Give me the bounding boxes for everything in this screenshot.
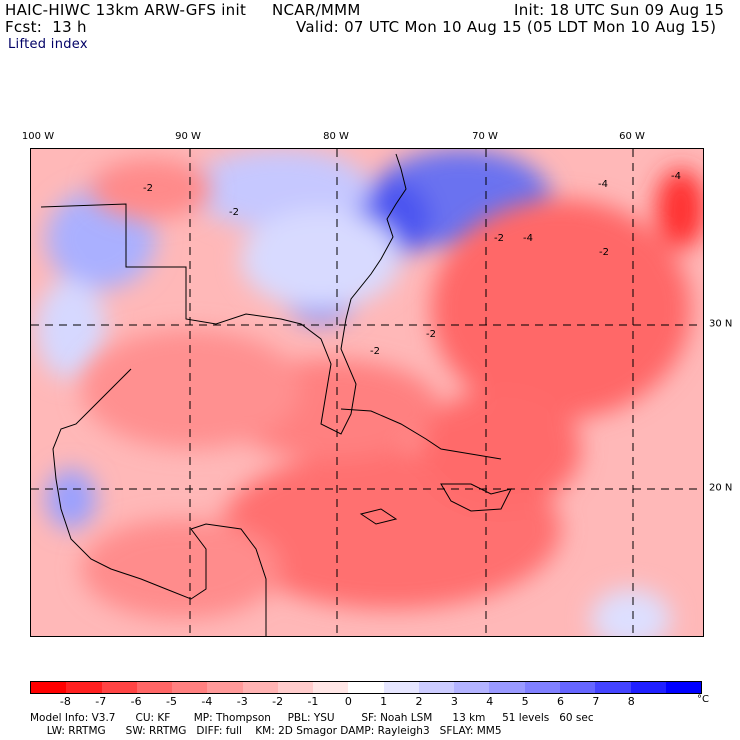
contour-label: -4 (598, 179, 608, 190)
valid-time: Valid: 07 UTC Mon 10 Aug 15 (05 LDT Mon … (296, 18, 717, 36)
contour-label: -4 (523, 233, 533, 244)
legend-swatch (524, 682, 560, 693)
lifted-index-map: -2 -2 -2 -4 -2 -4 -2 -2 -4 (30, 148, 704, 637)
lat-label-30n: 30 N (709, 318, 733, 330)
contour-label: -4 (671, 171, 681, 182)
unstable-red-regions (81, 159, 703, 619)
legend-swatch (172, 682, 208, 693)
legend-tick-label: -4 (201, 695, 213, 708)
legend-swatch (454, 682, 490, 693)
legend-swatch (489, 682, 525, 693)
forecast-hour: Fcst: 13 h (5, 18, 87, 36)
legend-swatch (101, 682, 137, 693)
legend-tick-label: -8 (59, 695, 71, 708)
hispaniola-outline (440, 483, 512, 512)
contour-labels: -2 -2 -2 -4 -2 -4 -2 -2 -4 (143, 171, 681, 357)
legend-tick-label: -2 (272, 695, 284, 708)
legend-swatch (383, 682, 419, 693)
gulf-mexico-coastline (52, 368, 267, 636)
legend-swatch (136, 682, 173, 693)
legend-swatch (31, 682, 67, 693)
legend-tick-label: 2 (415, 695, 423, 708)
legend-swatch (348, 682, 384, 693)
us-coastline (40, 153, 407, 435)
lon-label-90w: 90 W (175, 131, 201, 142)
legend-swatch (242, 682, 278, 693)
jamaica-outline (359, 508, 398, 525)
init-time: Init: 18 UTC Sun 09 Aug 15 (514, 1, 725, 19)
legend-tick-label: 7 (592, 695, 600, 708)
legend-tick-label: 5 (521, 695, 529, 708)
legend-swatch (595, 682, 631, 693)
legend-swatch (277, 682, 314, 693)
legend-tick-label: -1 (307, 695, 319, 708)
legend-tick-label: 3 (450, 695, 458, 708)
map-canvas: -2 -2 -2 -4 -2 -4 -2 -2 -4 (31, 149, 703, 636)
legend-swatch (66, 682, 102, 693)
lon-label-70w: 70 W (472, 131, 498, 142)
org-label: NCAR/MMM (272, 1, 361, 19)
legend-swatch (630, 682, 666, 693)
lon-label-60w: 60 W (619, 131, 645, 142)
lon-label-100w: 100 W (21, 131, 55, 142)
contour-label: -2 (426, 329, 436, 340)
legend-tick-label: -6 (130, 695, 142, 708)
legend-tick-label: -7 (95, 695, 107, 708)
legend-tick-label: 4 (486, 695, 494, 708)
lon-label-80w: 80 W (323, 131, 349, 142)
unit-label: °C (697, 694, 709, 705)
graticule (31, 149, 703, 636)
legend-tick-label: -5 (165, 695, 177, 708)
legend-swatch (665, 682, 702, 693)
legend-tick-label: 1 (380, 695, 388, 708)
model-info-line-1: Model Info: V3.7 CU: KF MP: Thompson PBL… (30, 712, 594, 724)
contour-label: -2 (229, 207, 239, 218)
contour-label: -2 (494, 233, 504, 244)
model-info-line-2: LW: RRTMG SW: RRTMG DIFF: full KM: 2D Sm… (30, 725, 502, 737)
coastlines (40, 153, 512, 636)
legend-tick-label: 6 (557, 695, 565, 708)
legend-tick-label: -3 (236, 695, 248, 708)
cuba-outline (340, 408, 502, 460)
legend-tick-label: 8 (627, 695, 635, 708)
lat-label-20n: 20 N (709, 482, 733, 494)
legend-swatch (207, 682, 243, 693)
legend-swatch (313, 682, 349, 693)
legend-swatch (559, 682, 596, 693)
contour-label: -2 (370, 346, 380, 357)
color-scale-bar (30, 681, 702, 694)
model-title: HAIC-HIWC 13km ARW-GFS init (5, 1, 247, 19)
field-name: Lifted index (8, 37, 88, 52)
contour-label: -2 (143, 183, 153, 194)
legend-tick-label: 0 (344, 695, 352, 708)
legend-swatch (418, 682, 455, 693)
contour-label: -2 (599, 247, 609, 258)
